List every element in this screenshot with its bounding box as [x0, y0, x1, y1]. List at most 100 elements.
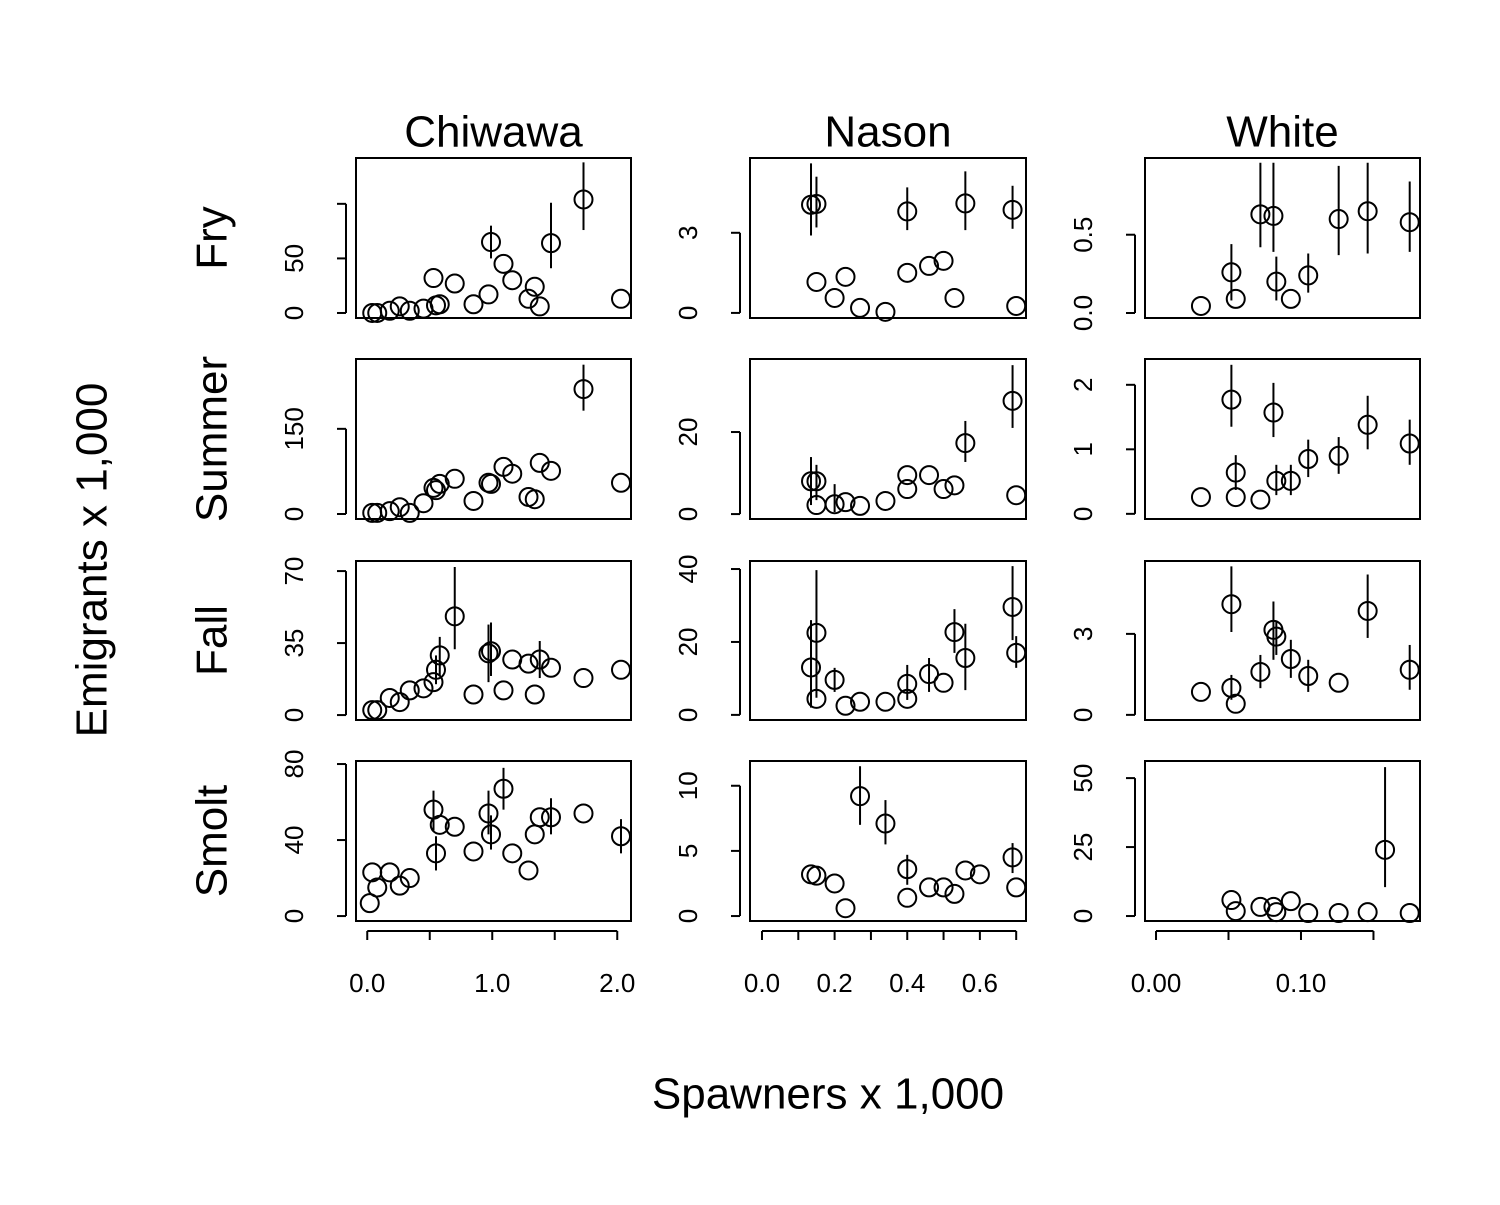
point — [502, 843, 523, 864]
point — [1190, 681, 1211, 702]
y-tick-label: 0 — [1068, 507, 1098, 521]
y-tick-label: 20 — [673, 418, 703, 447]
point — [429, 473, 450, 494]
point — [1399, 903, 1420, 923]
point — [444, 606, 465, 627]
x-tick-label: 0.0 — [744, 968, 780, 998]
point — [611, 288, 631, 309]
y-tick-label: 0 — [1068, 909, 1098, 923]
point — [481, 232, 501, 253]
panel-frame — [1144, 157, 1421, 319]
point — [897, 262, 918, 283]
point — [573, 189, 594, 210]
point — [919, 664, 940, 685]
panel-frame — [1144, 560, 1421, 721]
point — [399, 868, 420, 889]
point — [1298, 265, 1319, 286]
column-title: White — [1226, 108, 1338, 157]
point — [1280, 288, 1301, 309]
y-tick-label: 10 — [673, 771, 703, 800]
point — [367, 502, 388, 523]
x-tick-label: 0.0 — [349, 968, 385, 998]
point — [611, 826, 631, 847]
point — [444, 273, 465, 294]
point — [529, 296, 550, 317]
point — [944, 475, 965, 496]
y-tick-label: 0 — [279, 708, 309, 722]
point — [389, 497, 410, 518]
point — [824, 873, 845, 894]
point — [875, 813, 896, 834]
column-title: Chiwawa — [404, 108, 583, 157]
point — [423, 672, 444, 693]
y-tick-label: 0 — [673, 708, 703, 722]
point — [429, 645, 450, 666]
point — [611, 472, 631, 493]
point — [806, 622, 827, 643]
y-tick-label: 0 — [673, 507, 703, 521]
point — [944, 622, 965, 643]
point — [1357, 902, 1378, 923]
point — [919, 255, 940, 276]
point — [1225, 288, 1246, 309]
y-tick-label: 20 — [673, 627, 703, 656]
point — [502, 270, 523, 291]
point — [463, 684, 484, 705]
point — [850, 495, 871, 516]
point — [573, 668, 594, 689]
point — [897, 859, 918, 880]
point — [1225, 901, 1246, 922]
point — [933, 250, 954, 271]
point — [573, 379, 594, 400]
y-tick-label: 70 — [279, 557, 309, 586]
point — [955, 860, 976, 881]
point — [362, 700, 383, 721]
point — [429, 294, 450, 315]
point — [389, 692, 410, 713]
point — [1357, 414, 1378, 435]
panel-frame — [749, 760, 1027, 922]
point — [835, 492, 856, 513]
panel-frame — [749, 560, 1027, 721]
point — [897, 673, 918, 694]
point — [478, 284, 499, 305]
point — [493, 253, 514, 274]
x-tick-label: 1.0 — [474, 968, 510, 998]
point — [541, 233, 561, 254]
point — [481, 473, 501, 494]
point — [1266, 271, 1287, 292]
x-tick-label: 0.00 — [1131, 968, 1182, 998]
y-tick-label: 0 — [673, 909, 703, 923]
point — [399, 502, 420, 523]
point — [399, 300, 420, 321]
point — [379, 862, 400, 883]
y-tick-label: 35 — [279, 629, 309, 658]
x-tick-label: 0.2 — [817, 968, 853, 998]
point — [1399, 659, 1420, 680]
x-tick-label: 0.6 — [962, 968, 998, 998]
y-tick-label: 5 — [673, 844, 703, 858]
point — [969, 864, 990, 885]
panel-frame — [749, 157, 1027, 319]
point — [611, 659, 631, 680]
point — [806, 193, 827, 214]
y-tick-label: 2 — [1068, 378, 1098, 392]
point — [399, 680, 420, 701]
point — [1190, 487, 1211, 508]
point — [1399, 433, 1420, 454]
point — [1002, 596, 1023, 617]
x-axis-title: Spawners x 1,000 — [652, 1070, 1004, 1119]
point — [463, 841, 484, 862]
point — [1399, 212, 1420, 233]
row-title: Smolt — [188, 785, 237, 897]
point — [806, 271, 827, 292]
y-tick-label: 150 — [279, 407, 309, 450]
panel-frame — [355, 358, 632, 520]
y-tick-label: 0.0 — [1068, 295, 1098, 331]
point — [524, 489, 545, 510]
point — [1280, 891, 1301, 912]
point — [478, 643, 499, 664]
point — [1225, 462, 1246, 483]
point — [413, 493, 434, 514]
